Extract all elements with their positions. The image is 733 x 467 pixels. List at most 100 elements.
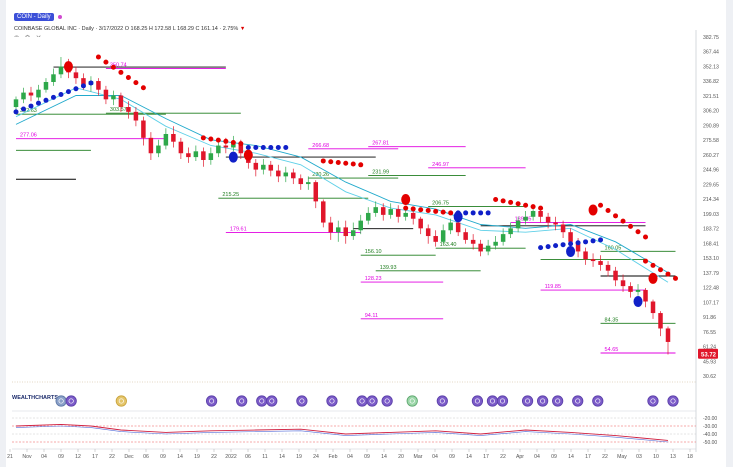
signal-marker: [401, 193, 411, 205]
candle-body: [261, 164, 266, 170]
candle: [96, 78, 101, 96]
candle: [133, 107, 139, 127]
candle-body: [298, 178, 304, 185]
candle-body: [403, 212, 408, 217]
x-tick-label: 2022: [225, 454, 237, 460]
event-icon-circle: [55, 395, 67, 407]
symbol-badge[interactable]: COIN - Daily: [14, 13, 54, 21]
event-icon-circle: [381, 395, 393, 407]
price-level-label: 303.57: [110, 107, 127, 113]
y-tick-label: 61.24: [703, 345, 716, 351]
signal-marker: [243, 149, 253, 161]
last-price-badge: [698, 348, 718, 359]
candle-body: [605, 264, 611, 271]
x-tick-label: 09: [551, 454, 557, 460]
event-icon: [667, 395, 679, 407]
event-icon-circle: [356, 395, 368, 407]
price-level-label: 119.85: [545, 284, 561, 290]
candle-body: [141, 120, 146, 138]
signal-dot: [440, 209, 446, 215]
x-tick-label: May: [617, 454, 627, 460]
signal-dot: [343, 160, 349, 166]
candle: [530, 207, 536, 221]
candle-body: [455, 222, 461, 233]
signal-dot: [463, 210, 469, 216]
x-tick-label: 14: [177, 454, 183, 460]
signal-dot: [620, 218, 626, 224]
candle-body: [208, 153, 214, 160]
x-tick-label: 06: [245, 454, 251, 460]
y-tick-label: 229.65: [703, 182, 719, 188]
signal-dot: [103, 59, 109, 65]
event-icon: [296, 395, 308, 407]
candle-body: [81, 78, 86, 85]
event-icon-circle: [667, 395, 679, 407]
candle: [178, 137, 184, 160]
x-tick-label: 19: [296, 454, 302, 460]
event-icon-circle: [552, 395, 564, 407]
price-level-label: 215.25: [222, 192, 239, 198]
candle-body: [36, 89, 41, 98]
signal-dot: [643, 234, 649, 240]
indicator-panel: -20.00 -30.00 -40.00 -50.00: [12, 410, 717, 446]
signal-dot: [672, 275, 678, 281]
signal-dot: [515, 201, 521, 207]
signal-marker: [453, 211, 463, 223]
candle: [276, 164, 281, 183]
candle: [163, 128, 169, 150]
candle-body: [103, 89, 109, 100]
event-icon-glyph: [409, 398, 415, 404]
candle-body: [598, 261, 603, 265]
event-icon: [381, 395, 393, 407]
event-icon-circle: [572, 395, 584, 407]
candle-body: [283, 172, 289, 177]
event-icon-circle: [436, 395, 448, 407]
x-tick-label: 09: [364, 454, 370, 460]
plot-background: [12, 37, 696, 376]
candle-body: [643, 289, 648, 302]
signal-dot: [215, 137, 221, 143]
candle-body: [478, 243, 483, 252]
event-icon-glyph: [299, 398, 305, 404]
logo-text: WEALTHCHARTS: [12, 395, 59, 401]
event-icon-circle: [471, 395, 484, 407]
candle: [148, 132, 154, 160]
candle: [470, 234, 476, 250]
price-level-label: 246.97: [432, 162, 449, 168]
candle-body: [186, 153, 191, 158]
indicator-signal-line: [15, 425, 669, 443]
x-tick-label: 17: [483, 454, 489, 460]
candle-body: [58, 66, 64, 75]
signal-dot: [553, 243, 559, 249]
candle-body: [538, 211, 543, 217]
candle: [328, 216, 334, 240]
y-tick-label: 290.89: [703, 123, 719, 129]
candle: [36, 84, 41, 101]
y-tick-label: 336.82: [703, 79, 719, 85]
event-icon-glyph: [118, 398, 124, 404]
x-tick-label: 03: [636, 454, 642, 460]
candle-body: [163, 133, 169, 146]
candle: [111, 90, 116, 106]
event-icon-glyph: [209, 398, 215, 404]
candle-body: [223, 145, 229, 148]
signal-dot: [658, 267, 664, 273]
y-tick-label: 352.13: [703, 64, 719, 70]
signal-marker: [566, 245, 576, 257]
candle-body: [268, 164, 274, 171]
y-tick-label: 244.96: [703, 168, 719, 174]
candle: [73, 66, 79, 84]
signal-dot: [50, 94, 56, 100]
signal-dot: [650, 262, 656, 268]
candle: [28, 86, 34, 102]
wealthcharts-logo: WEALTHCHARTS: [12, 395, 58, 401]
event-icon: [552, 395, 564, 407]
candle-body: [628, 286, 633, 292]
price-level-label: 266.68: [312, 143, 329, 149]
candle-body: [590, 259, 596, 262]
candle-body: [470, 239, 476, 244]
signal-dot: [200, 135, 206, 141]
candle-body: [553, 222, 558, 225]
indicator-tick-label: -50.00: [703, 440, 717, 446]
